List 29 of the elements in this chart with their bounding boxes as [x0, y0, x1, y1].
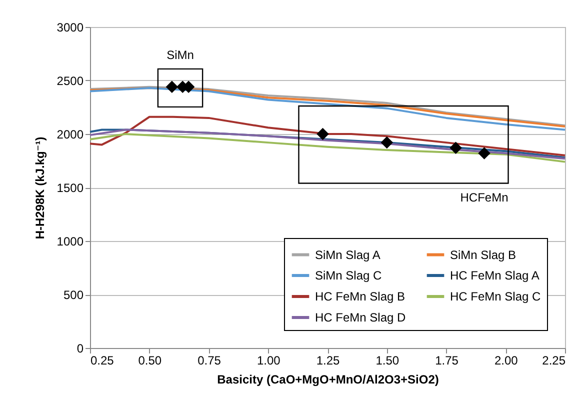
annotation: HCFeMn — [460, 190, 508, 204]
x-tick-label: 2.25 — [542, 354, 566, 368]
y-tick-label: 1500 — [56, 181, 84, 195]
legend-label: SiMn Slag C — [315, 268, 382, 282]
legend-label: HC FeMn Slag C — [450, 290, 542, 304]
line-series — [89, 133, 566, 163]
x-tick-label: 2.00 — [494, 354, 518, 368]
annotation: SiMn — [166, 48, 194, 62]
legend-label: HC FeMn Slag A — [450, 268, 540, 282]
y-tick-label: 2500 — [56, 74, 84, 88]
x-tick-label: 1.75 — [435, 354, 459, 368]
y-axis-title: H-H298K (kJ.kg⁻¹) — [32, 136, 47, 240]
x-axis-title: Basicity (CaO+MgO+MnO/Al2O3+SiO2) — [217, 372, 439, 386]
y-tick-label: 0 — [76, 342, 84, 356]
legend-label: SiMn Slag A — [315, 248, 380, 262]
legend-label: HC FeMn Slag D — [315, 310, 406, 324]
x-tick-label: 0.50 — [138, 354, 162, 368]
x-tick-label: 1.00 — [256, 354, 281, 368]
x-tick-label: 0.25 — [90, 354, 114, 368]
x-tick-label: 0.75 — [198, 354, 222, 368]
legend-label: HC FeMn Slag B — [315, 290, 406, 304]
y-tick-label: 1000 — [56, 234, 84, 248]
y-tick-label: 500 — [63, 288, 84, 302]
y-tick-label: 2000 — [56, 128, 84, 142]
y-tick-label: 3000 — [56, 20, 84, 34]
legend-label: SiMn Slag B — [450, 248, 516, 262]
x-tick-label: 1.25 — [316, 354, 340, 368]
line-series — [89, 116, 566, 156]
x-tick-label: 1.50 — [376, 354, 400, 368]
